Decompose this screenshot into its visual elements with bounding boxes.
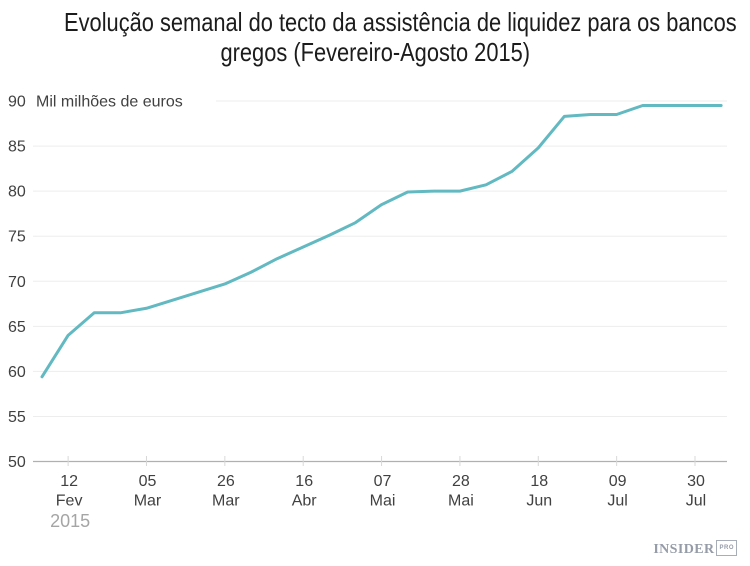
x-tick-month: Abr	[292, 493, 318, 510]
x-tick-month: Mai	[370, 493, 396, 510]
y-tick-label: 50	[8, 454, 26, 471]
y-axis-unit-label: Mil milhões de euros	[36, 94, 183, 111]
y-tick-label: 90	[8, 94, 26, 111]
chart-title-line-1: Evolução semanal do tecto da assistência…	[64, 7, 737, 37]
y-tick-label: 80	[8, 184, 26, 201]
y-tick-label: 75	[8, 229, 26, 246]
x-tick-month: Fev	[56, 493, 83, 510]
x-tick-day: 07	[374, 473, 392, 490]
chart-title: Evolução semanal do tecto da assistência…	[0, 7, 750, 67]
brand-name: INSIDER	[653, 542, 715, 557]
x-tick-month: Jul	[686, 493, 706, 510]
y-tick-label: 85	[8, 139, 26, 156]
y-tick-label: 70	[8, 274, 26, 291]
x-tick-month: Mai	[448, 493, 474, 510]
x-tick-day: 30	[687, 473, 705, 490]
x-tick-month: Jul	[607, 493, 627, 510]
brand-pro-badge: PRO	[716, 540, 737, 556]
x-tick-day: 18	[530, 473, 548, 490]
x-tick-day: 09	[609, 473, 627, 490]
y-tick-label: 65	[8, 319, 26, 336]
brand-logo: INSIDER PRO	[653, 540, 737, 557]
data-line	[40, 104, 723, 379]
x-tick-month: Jun	[526, 493, 552, 510]
x-tick-day: 16	[295, 473, 313, 490]
x-tick-month: Mar	[212, 493, 240, 510]
chart-title-line-2: gregos (Fevereiro-Agosto 2015)	[220, 37, 530, 67]
x-axis-year-label: 2015	[50, 511, 90, 531]
x-tick-month: Mar	[134, 493, 162, 510]
y-tick-label: 60	[8, 364, 26, 381]
y-tick-label: 55	[8, 409, 26, 426]
x-tick-day: 12	[60, 473, 78, 490]
x-tick-day: 05	[139, 473, 157, 490]
x-tick-day: 28	[452, 473, 470, 490]
x-tick-day: 26	[217, 473, 235, 490]
